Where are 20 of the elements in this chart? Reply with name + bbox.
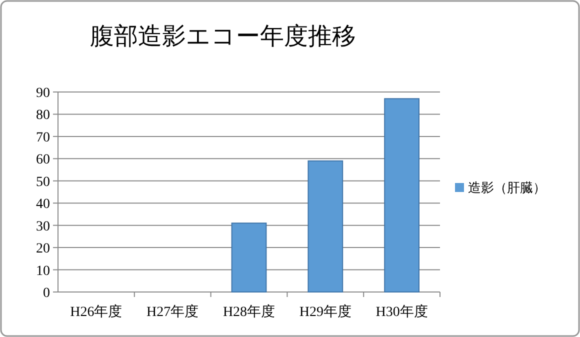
y-tick-label: 10 — [36, 264, 50, 279]
x-tick-label: H27年度 — [146, 304, 199, 320]
y-tick-label: 60 — [36, 152, 50, 168]
x-tick-label: H29年度 — [299, 304, 352, 320]
x-tick-label: H30年度 — [376, 304, 428, 320]
x-tick-label: H26年度 — [70, 304, 122, 320]
bar — [231, 222, 267, 292]
y-tick-label: 80 — [36, 108, 50, 124]
y-tick-label: 40 — [36, 197, 50, 212]
chart-title: 腹部造影エコー年度推移 — [90, 23, 356, 50]
y-tick-label: 90 — [36, 86, 50, 101]
y-tick-label: 30 — [36, 219, 50, 234]
y-tick-label: 70 — [36, 130, 50, 146]
bar — [384, 98, 420, 292]
x-tick-label: H28年度 — [222, 304, 276, 320]
y-tick-label: 50 — [36, 174, 50, 190]
y-tick-label: 20 — [36, 242, 50, 257]
y-tick-label: 0 — [43, 286, 50, 301]
legend-label: 造影（肝臓） — [468, 180, 546, 195]
bar — [308, 160, 344, 292]
